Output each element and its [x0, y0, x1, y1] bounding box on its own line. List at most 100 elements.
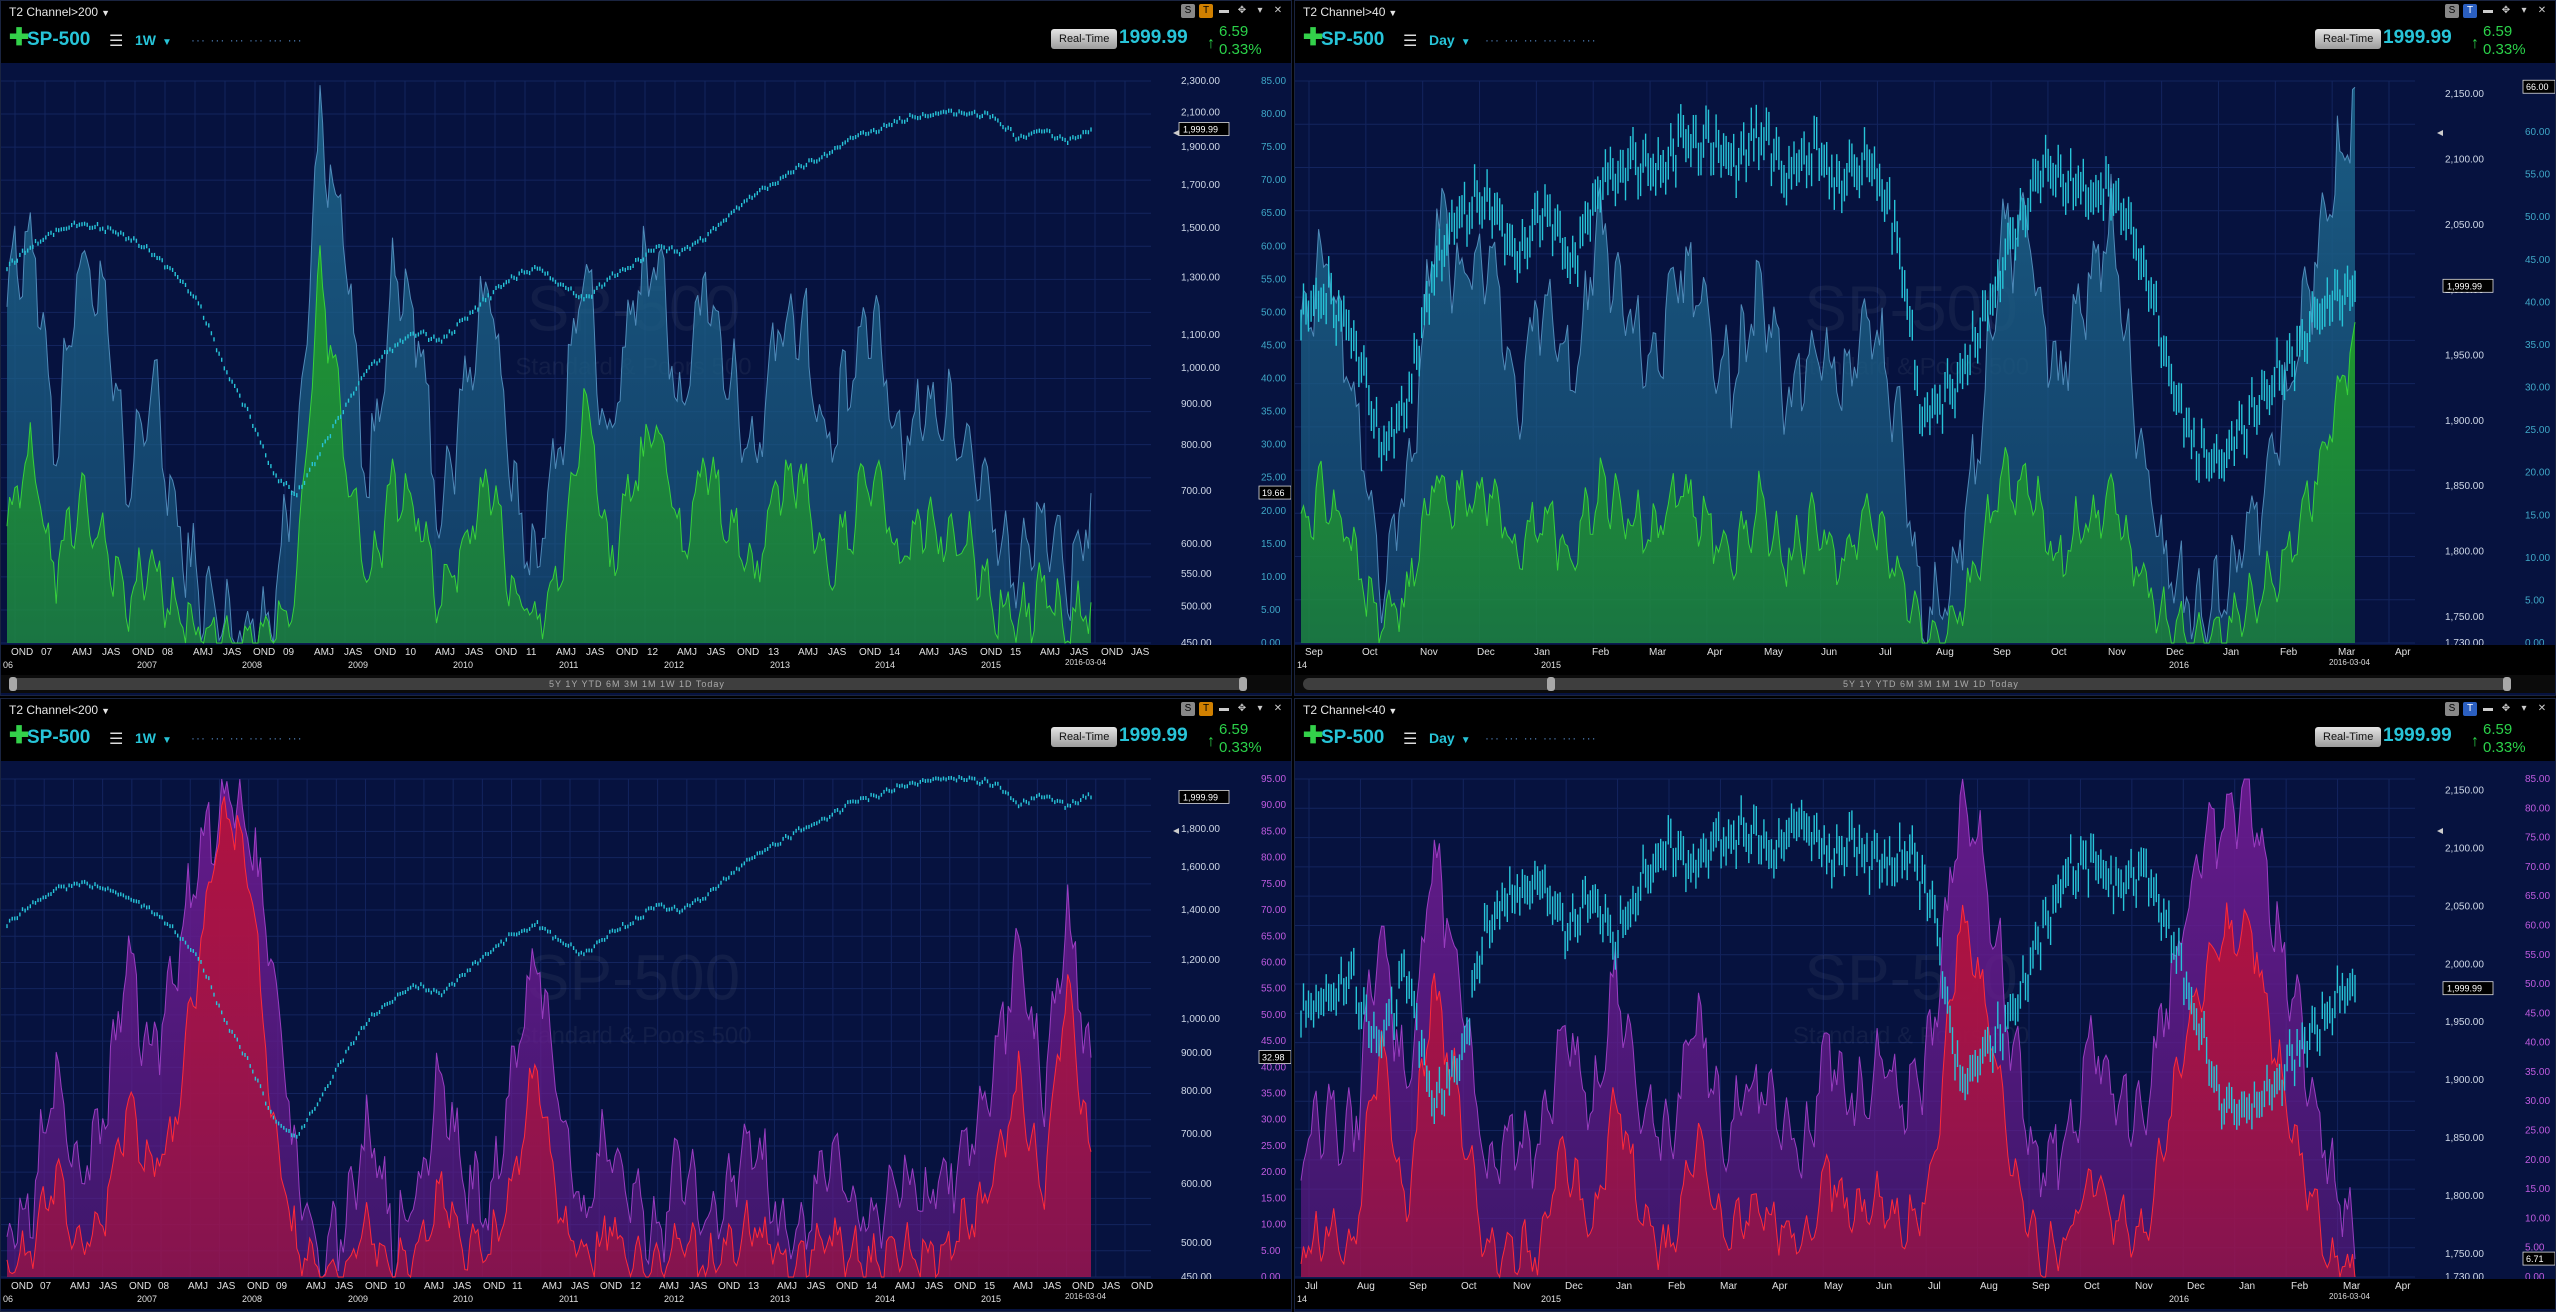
time-axis[interactable]: Sep Oct Nov Dec Jan Feb Mar Apr May Jun Jul Aug Sep O…: [1295, 645, 2555, 675]
realtime-button[interactable]: Real-Time: [2315, 727, 2382, 747]
symbol-name[interactable]: SP-500: [27, 29, 91, 50]
add-symbol-icon[interactable]: ✚: [1303, 24, 1324, 51]
indicator-tick-label: 15.00: [1261, 1193, 1286, 1204]
range-buttons[interactable]: 5Y 1Y YTD 6M 3M 1M 1W 1D Today: [1843, 679, 2019, 689]
last-indicator-box: 66.00: [2522, 79, 2555, 94]
x-tick-label: JAS: [925, 1281, 944, 1292]
add-symbol-icon[interactable]: ✚: [1303, 722, 1324, 749]
toolbar-dots[interactable]: ··· ··· ··· ··· ··· ···: [1485, 731, 1597, 745]
window-title[interactable]: T2 Channel<200 ▼: [9, 703, 110, 717]
move-icon[interactable]: ✥: [2501, 5, 2511, 16]
x-tick-label: 11: [526, 647, 537, 658]
move-icon[interactable]: ✥: [2501, 703, 2511, 714]
close-icon[interactable]: ✕: [1273, 5, 1283, 16]
window-title[interactable]: T2 Channel<40 ▼: [1303, 703, 1397, 717]
window-controls: S T ▬ ✥ ▾ ✕: [2445, 702, 2549, 716]
move-icon[interactable]: ✥: [1237, 703, 1247, 714]
symbol-name[interactable]: SP-500: [1321, 29, 1385, 50]
indicator-tick-label: 50.00: [2525, 212, 2550, 223]
last-price-box: 1,999.99: [1178, 122, 1230, 136]
toolbar-dots[interactable]: ··· ··· ··· ··· ··· ···: [1485, 33, 1597, 47]
window-title-text: T2 Channel>200: [9, 5, 99, 19]
window-title[interactable]: T2 Channel>40 ▼: [1303, 5, 1397, 19]
menu-icon[interactable]: ▾: [1257, 5, 1263, 16]
scroll-track[interactable]: [1303, 678, 2511, 690]
toolbar-dots[interactable]: ··· ··· ··· ··· ··· ···: [191, 33, 303, 47]
realtime-button[interactable]: Real-Time: [1051, 727, 1118, 747]
scroll-track[interactable]: [9, 678, 1247, 690]
range-buttons[interactable]: 5Y 1Y YTD 6M 3M 1M 1W 1D Today: [549, 679, 725, 689]
minimize-icon[interactable]: ▬: [1219, 703, 1229, 714]
axis-marker-icon[interactable]: [2437, 130, 2443, 136]
interval-selector[interactable]: Day ▼: [1429, 32, 1471, 48]
menu-icon[interactable]: ▾: [2521, 703, 2527, 714]
symbol-name[interactable]: SP-500: [27, 727, 91, 748]
share-icon[interactable]: S: [2445, 4, 2459, 18]
chevron-down-icon: ▼: [162, 37, 172, 48]
x-tick-label: Apr: [1772, 1281, 1788, 1292]
scroll-handle-right[interactable]: [1239, 677, 1247, 691]
list-icon[interactable]: ☰: [1403, 33, 1418, 50]
scroll-handle-right[interactable]: [2503, 677, 2511, 691]
interval-selector[interactable]: 1W ▼: [135, 730, 172, 746]
realtime-button[interactable]: Real-Time: [1051, 29, 1118, 49]
chart-type-icon[interactable]: T: [1199, 702, 1213, 716]
list-icon[interactable]: ☰: [109, 731, 124, 748]
axis-marker-icon[interactable]: [2437, 828, 2443, 834]
price-tick-label: 2,150.00: [2445, 786, 2484, 797]
interval-selector[interactable]: Day ▼: [1429, 730, 1471, 746]
price-tick-label: 1,750.00: [2445, 1249, 2484, 1260]
price-tick-label: 450.00: [1181, 1272, 1212, 1279]
realtime-button[interactable]: Real-Time: [2315, 29, 2382, 49]
add-symbol-icon[interactable]: ✚: [9, 24, 30, 51]
share-icon[interactable]: S: [1181, 4, 1195, 18]
minimize-icon[interactable]: ▬: [2483, 703, 2493, 714]
axis-marker-icon[interactable]: [1173, 828, 1179, 834]
interval-selector[interactable]: 1W ▼: [135, 32, 172, 48]
scroll-handle-left[interactable]: [1547, 677, 1555, 691]
share-icon[interactable]: S: [1181, 702, 1195, 716]
list-icon[interactable]: ☰: [1403, 731, 1418, 748]
time-scrollbar[interactable]: 5Y 1Y YTD 6M 3M 1M 1W 1D Today: [1, 675, 1291, 693]
window-title[interactable]: T2 Channel>200 ▼: [9, 5, 110, 19]
year-label: 06: [3, 660, 14, 670]
price-tick-label: 900.00: [1181, 1048, 1212, 1059]
chart-type-icon[interactable]: T: [2463, 702, 2477, 716]
close-icon[interactable]: ✕: [2537, 703, 2547, 714]
chart-type-icon[interactable]: T: [2463, 4, 2477, 18]
add-symbol-icon[interactable]: ✚: [9, 722, 30, 749]
indicator-tick-label: 65.00: [1261, 208, 1286, 219]
menu-icon[interactable]: ▾: [1257, 703, 1263, 714]
share-icon[interactable]: S: [2445, 702, 2459, 716]
close-icon[interactable]: ✕: [1273, 703, 1283, 714]
list-icon[interactable]: ☰: [109, 33, 124, 50]
last-price-label: 1,999.99: [2447, 984, 2482, 994]
close-icon[interactable]: ✕: [2537, 5, 2547, 16]
year-label: 2007: [137, 1294, 158, 1304]
time-axis[interactable]: OND 07 AMJ JAS OND 08 AMJ JAS OND 09 AMJ JAS OND 10 AM…: [1, 645, 1291, 675]
time-axis[interactable]: OND 07 AMJ JAS OND 08 AMJ JAS OND 09 AMJ JAS OND 10 AM…: [1, 1279, 1291, 1309]
price-change-pct: 0.33%: [1219, 41, 1262, 58]
minimize-icon[interactable]: ▬: [1219, 5, 1229, 16]
year-label: 06: [3, 1294, 14, 1304]
menu-icon[interactable]: ▾: [2521, 5, 2527, 16]
scroll-handle-left[interactable]: [9, 677, 17, 691]
x-tick-label: OND: [980, 647, 1003, 658]
time-axis[interactable]: Jul Aug Sep Oct Nov Dec Jan Feb Mar Apr May Jun Jul A…: [1295, 1279, 2555, 1309]
minimize-icon[interactable]: ▬: [2483, 5, 2493, 16]
time-scrollbar[interactable]: 5Y 1Y YTD 6M 3M 1M 1W 1D Today: [1295, 675, 2555, 693]
move-icon[interactable]: ✥: [1237, 5, 1247, 16]
symbol-name[interactable]: SP-500: [1321, 727, 1385, 748]
toolbar-dots[interactable]: ··· ··· ··· ··· ··· ···: [191, 731, 303, 745]
axis-marker-icon[interactable]: [1173, 130, 1179, 136]
date-flag: 2016-03-04: [1065, 658, 1106, 667]
watermark-symbol: SP-500: [527, 941, 740, 1013]
indicator-tick-label: 65.00: [1261, 931, 1286, 942]
price-tick-label: 1,900.00: [2445, 416, 2484, 427]
chart-canvas[interactable]: SP-500 Standard & Poors 500 1,800.00 1,600.…: [1, 761, 1291, 1279]
x-tick-label: AMJ: [659, 1281, 679, 1292]
chart-type-icon[interactable]: T: [1199, 4, 1213, 18]
